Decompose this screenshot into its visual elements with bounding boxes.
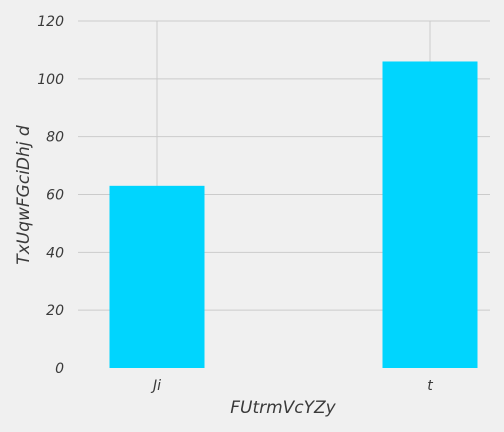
y-tick-label: 60: [46, 188, 64, 204]
x-axis-ticks: Ji t: [150, 378, 433, 394]
y-tick-label: 80: [46, 130, 64, 146]
y-tick-label: 20: [46, 303, 64, 319]
x-tick-label: t: [427, 378, 433, 394]
bars: [109, 61, 478, 368]
bar: [382, 61, 478, 368]
y-tick-label: 120: [37, 14, 64, 30]
x-tick-label: Ji: [150, 378, 161, 394]
y-tick-label: 40: [46, 245, 64, 261]
bar: [109, 185, 205, 368]
y-axis-label: TxUqwFGciDhj d: [14, 125, 34, 265]
y-tick-label: 100: [37, 72, 64, 88]
y-tick-label: 0: [55, 361, 64, 377]
y-axis-ticks: 0 20 40 60 80 100 120: [37, 14, 64, 377]
x-axis-label: FUtrmVcYZy: [230, 398, 336, 418]
